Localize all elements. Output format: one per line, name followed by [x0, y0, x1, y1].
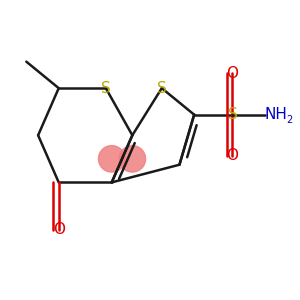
- Text: O: O: [53, 222, 65, 237]
- Text: O: O: [226, 148, 238, 164]
- Text: S: S: [101, 81, 111, 96]
- Text: S: S: [228, 107, 237, 122]
- Circle shape: [119, 146, 146, 172]
- Text: S: S: [157, 81, 167, 96]
- Text: O: O: [226, 66, 238, 81]
- Text: 2: 2: [286, 115, 292, 125]
- Circle shape: [98, 146, 125, 172]
- Text: NH: NH: [265, 107, 288, 122]
